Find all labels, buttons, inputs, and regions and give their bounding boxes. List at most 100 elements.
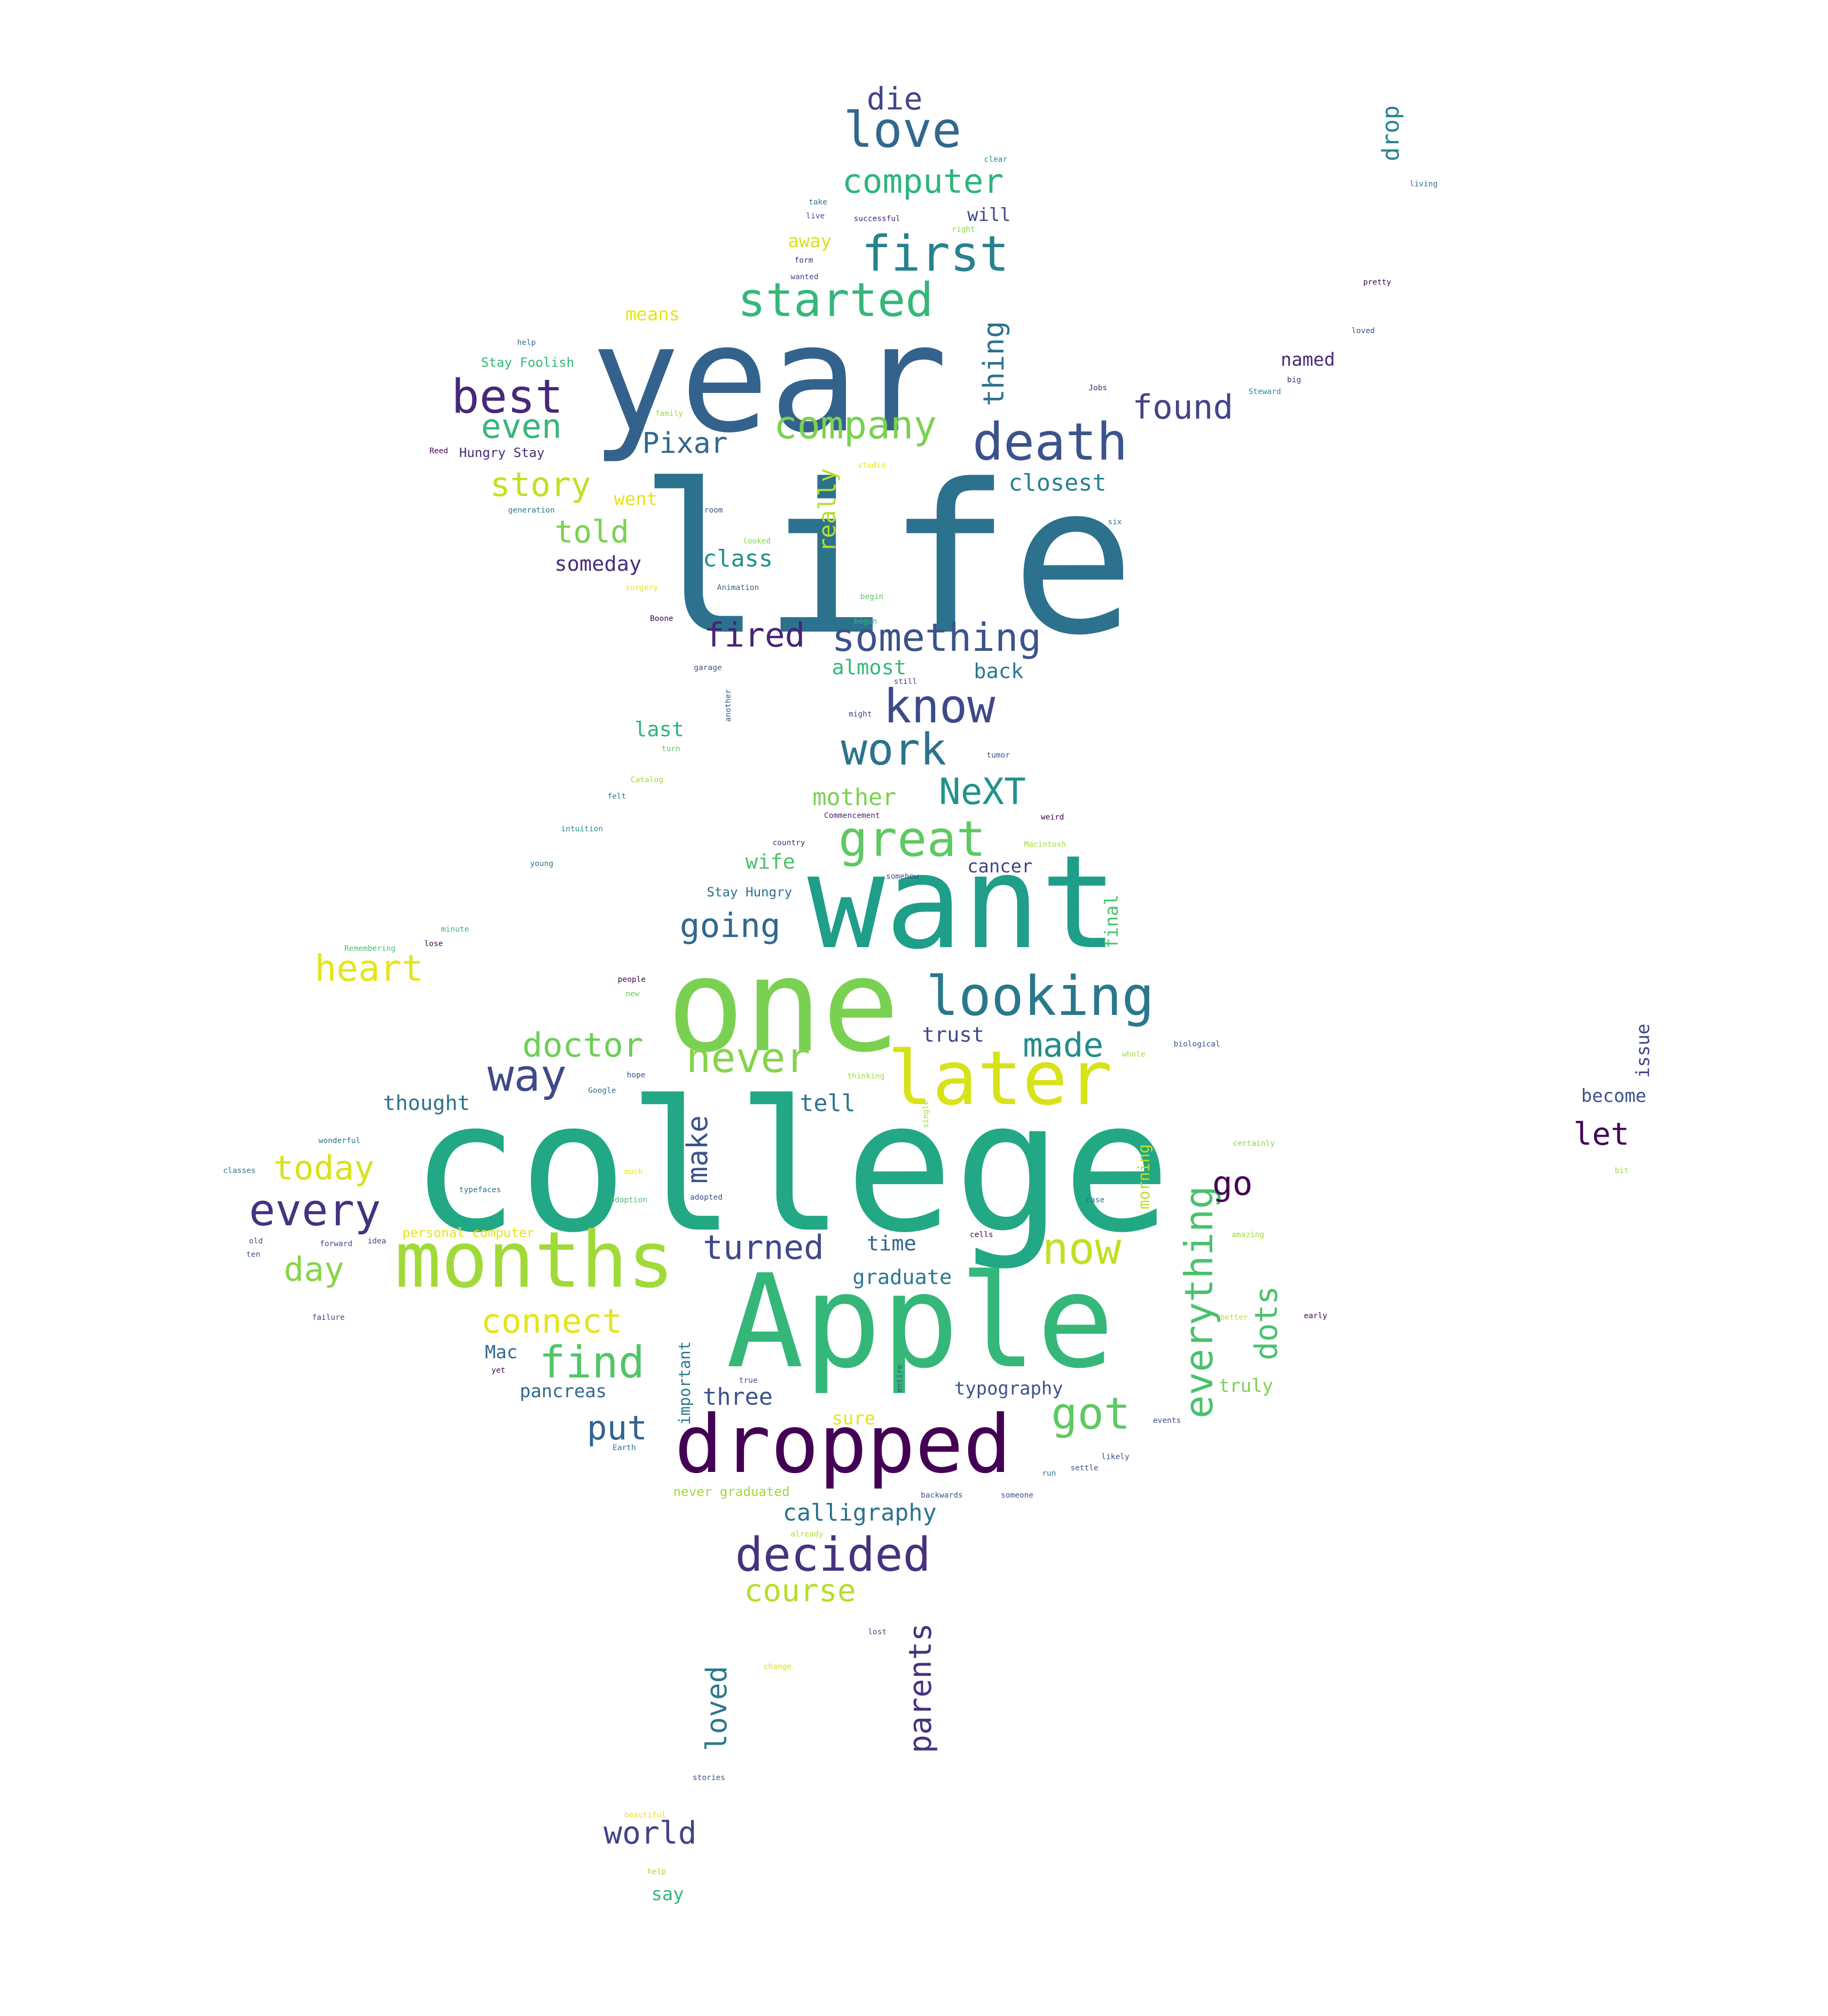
cloud-word: something (831, 616, 1042, 661)
cloud-word: help (517, 338, 536, 348)
cloud-word: turned (703, 1228, 824, 1267)
cloud-word: Mac (485, 1342, 518, 1363)
cloud-word: cells (970, 1231, 993, 1240)
cloud-word: pancreas (520, 1380, 607, 1401)
cloud-word: loved (700, 1665, 734, 1751)
cloud-word: looking (925, 965, 1155, 1028)
cloud-word: felt (607, 792, 626, 801)
cloud-word: run (1042, 1469, 1056, 1478)
cloud-word: might (849, 710, 872, 719)
cloud-word: room (704, 506, 723, 515)
cloud-word: Reed (429, 447, 449, 455)
cloud-word: way (487, 1051, 567, 1102)
cloud-word: settle (1070, 1464, 1099, 1473)
cloud-word: still (893, 678, 917, 687)
cloud-word: another (724, 689, 733, 722)
cloud-word: typefaces (459, 1185, 501, 1194)
cloud-word: company (774, 403, 937, 448)
cloud-word: lost (868, 1628, 887, 1637)
cloud-word: want (807, 827, 1118, 978)
cloud-word: events (1153, 1416, 1181, 1426)
cloud-word: class (703, 546, 773, 573)
cloud-word: means (625, 304, 680, 325)
cloud-word: let (1573, 1116, 1629, 1153)
cloud-word: family (655, 409, 684, 418)
cloud-word: connect (481, 1301, 623, 1341)
cloud-word: months (394, 1216, 674, 1306)
cloud-word: Remembering (344, 944, 396, 954)
cloud-word: mother (812, 784, 897, 812)
cloud-word: lose (424, 939, 443, 948)
cloud-word: first (861, 225, 1009, 282)
cloud-word: somehow (886, 872, 919, 881)
cloud-word: morning (1134, 1144, 1153, 1210)
cloud-word: Apple (726, 1246, 1115, 1397)
cloud-word: told (554, 514, 630, 550)
cloud-word: today (273, 1148, 374, 1187)
cloud-word: adopted (690, 1193, 723, 1202)
cloud-word: country (772, 839, 805, 848)
cloud-word: change (763, 1663, 791, 1672)
cloud-word: garage (694, 663, 722, 672)
cloud-word: minute (441, 925, 469, 934)
cloud-word: death (972, 412, 1128, 472)
cloud-word: Commencement (824, 812, 880, 821)
cloud-word: generation (508, 506, 555, 515)
cloud-word: say (651, 1883, 684, 1904)
cloud-word: Hungry Stay (459, 445, 545, 460)
cloud-word: closest (1008, 469, 1107, 497)
cloud-word: backwards (921, 1491, 963, 1500)
cloud-word: successful (853, 215, 900, 224)
cloud-word: everything (1176, 1185, 1222, 1419)
cloud-word: great (838, 810, 986, 868)
cloud-word: last (634, 717, 685, 742)
cloud-word: Google (588, 1086, 616, 1095)
cloud-word: life (638, 440, 1135, 681)
cloud-word: went (614, 488, 657, 509)
cloud-word: live (806, 212, 825, 221)
cloud-word: take (809, 198, 828, 207)
cloud-word: started (738, 273, 933, 328)
cloud-word: NeXT (939, 770, 1026, 813)
cloud-word: every (249, 1185, 381, 1236)
cloud-word: heart (315, 947, 423, 989)
cloud-word: single (921, 1100, 930, 1129)
cloud-word: Boone (650, 614, 673, 623)
cloud-word: studio (857, 461, 886, 470)
cloud-word: six (1108, 517, 1122, 526)
cloud-word: love (843, 101, 962, 159)
cloud-word: young (530, 859, 554, 868)
cloud-word: pretty (1363, 278, 1391, 287)
cloud-word: year (591, 293, 948, 466)
cloud-word: classes (223, 1166, 256, 1175)
cloud-word: graduate (852, 1265, 952, 1289)
cloud-word: begin (860, 592, 884, 601)
cloud-word: dots (1248, 1286, 1284, 1360)
cloud-word: beautiful (624, 1811, 666, 1820)
cloud-word: find (539, 1337, 645, 1388)
cloud-word: old (249, 1237, 263, 1246)
cloud-word: sure (831, 1407, 876, 1429)
cloud-word: adoption (610, 1196, 648, 1205)
cloud-word: know (883, 679, 995, 734)
cloud-word: entire (896, 1364, 905, 1393)
cloud-word: living (1409, 180, 1438, 189)
cloud-word: later (887, 1035, 1113, 1123)
cloud-word: Steward (1248, 387, 1281, 396)
cloud-word: important (675, 1341, 694, 1425)
cloud-word: really (814, 468, 841, 552)
cloud-word: better (1220, 1313, 1248, 1322)
cloud-word: never graduated (673, 1484, 790, 1500)
cloud-word: intuition (561, 824, 603, 833)
cloud-word: looked (743, 537, 771, 546)
cloud-word: yet (491, 1366, 506, 1375)
cloud-word: never (686, 1034, 811, 1083)
cloud-word: big (1287, 376, 1301, 385)
cloud-word: Jobs (1088, 383, 1108, 392)
cloud-word: right (952, 225, 975, 234)
cloud-word: calligraphy (782, 1500, 937, 1527)
cloud-word: hope (626, 1070, 646, 1080)
cloud-word: three (703, 1384, 773, 1411)
cloud-word: even (481, 406, 562, 446)
